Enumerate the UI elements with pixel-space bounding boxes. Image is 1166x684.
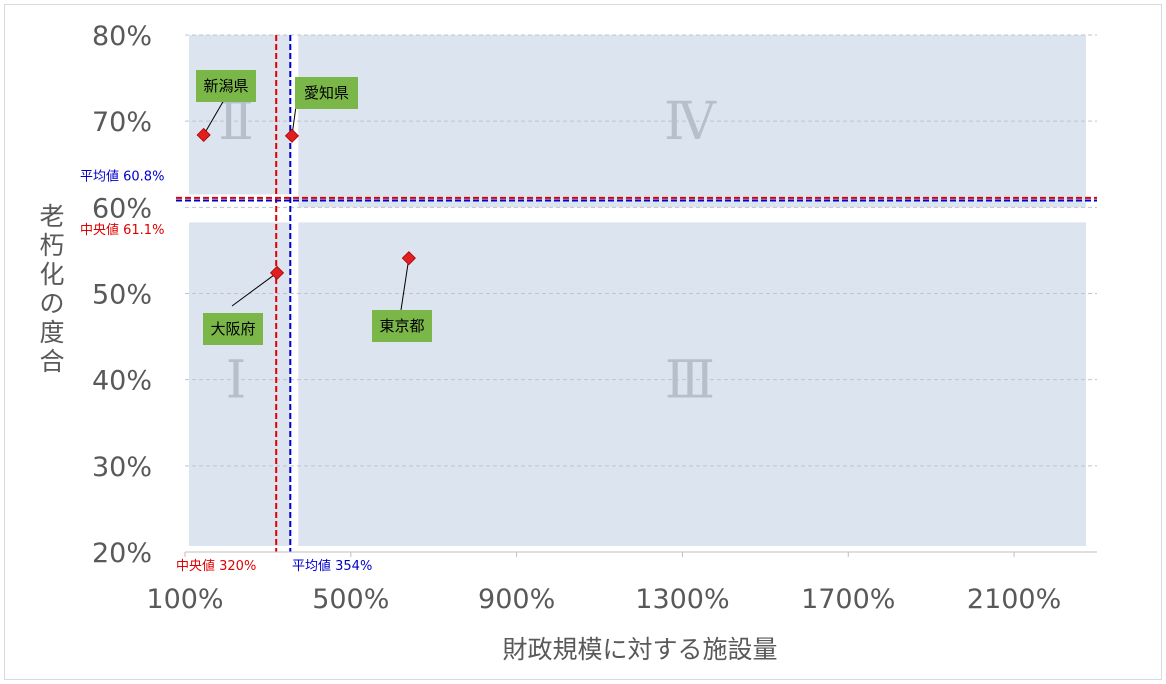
x-tick-label-5: 2100% — [967, 584, 1061, 615]
point-label-1: 愛知県 — [304, 84, 349, 102]
x-tick-label-2: 900% — [478, 584, 555, 615]
grid-layer — [185, 34, 1097, 467]
reference-line-layer: 中央値 320% 平均値 354% 平均値 60.8% 中央値 61.1% — [80, 35, 1097, 574]
quadrant-label-4: Ⅳ — [664, 92, 717, 152]
x-tick-label-0: 100% — [146, 584, 223, 615]
quadrant-bg-3 — [298, 222, 1086, 546]
point-label-box-3 — [372, 310, 432, 342]
y-axis-title-char: 合 — [39, 347, 64, 376]
y-axis-title-char: 化 — [39, 260, 64, 289]
y-tick-label-3: 50% — [92, 280, 152, 311]
axis-layer: 100% 500% 900% 1300% 1700% 2100% 20% 30% 40% 50% 6… — [92, 21, 1097, 615]
x-tick-label-3: 1300% — [635, 584, 729, 615]
x-tick-label-4: 1700% — [801, 584, 895, 615]
y-tick-label-6: 80% — [92, 21, 152, 52]
mean-y-label: 平均値 60.8% — [80, 168, 164, 184]
point-marker-2 — [269, 265, 285, 280]
quadrant-label-1: Ⅰ — [226, 351, 247, 411]
y-tick-label-4: 60% — [92, 193, 152, 224]
quadrant-bg-1 — [189, 222, 291, 546]
quadrant-label-layer: Ⅰ Ⅱ Ⅲ Ⅳ — [218, 92, 717, 411]
y-axis-title-char: 朽 — [39, 231, 64, 260]
point-label-box-0 — [196, 70, 256, 102]
point-label-box-2 — [203, 313, 263, 345]
y-tick-label-5: 70% — [92, 107, 152, 138]
y-tick-label-1: 30% — [92, 452, 152, 483]
point-label-box-1 — [295, 77, 358, 109]
callout-line-2 — [231, 272, 278, 307]
y-axis-title: 老朽化の度合 — [39, 202, 64, 376]
quadrant-label-3: Ⅲ — [665, 351, 715, 411]
y-tick-label-0: 20% — [92, 538, 152, 569]
mean-x-label: 平均値 354% — [292, 558, 372, 574]
median-x-label: 中央値 320% — [176, 558, 256, 574]
callout-line-0 — [203, 99, 225, 136]
x-tick-label-1: 500% — [312, 584, 389, 615]
y-axis-title-char: の — [39, 289, 64, 318]
y-axis-title-char: 度 — [39, 318, 64, 347]
quadrant-bg-2 — [189, 35, 291, 195]
x-axis-title: 財政規模に対する施設量 — [502, 635, 777, 664]
point-label-0: 新潟県 — [203, 77, 248, 95]
point-label-2: 大阪府 — [210, 320, 255, 338]
point-marker-1 — [284, 128, 300, 143]
median-y-label: 中央値 61.1% — [80, 222, 164, 238]
y-tick-label-2: 40% — [92, 366, 152, 397]
point-marker-0 — [196, 127, 211, 143]
point-marker-3 — [401, 251, 416, 266]
callout-line-3 — [400, 258, 410, 311]
quadrant-label-2: Ⅱ — [218, 92, 253, 152]
y-axis-title-char: 老 — [39, 202, 64, 231]
point-label-3: 東京都 — [379, 317, 424, 335]
quadrant-layer — [189, 35, 1086, 546]
